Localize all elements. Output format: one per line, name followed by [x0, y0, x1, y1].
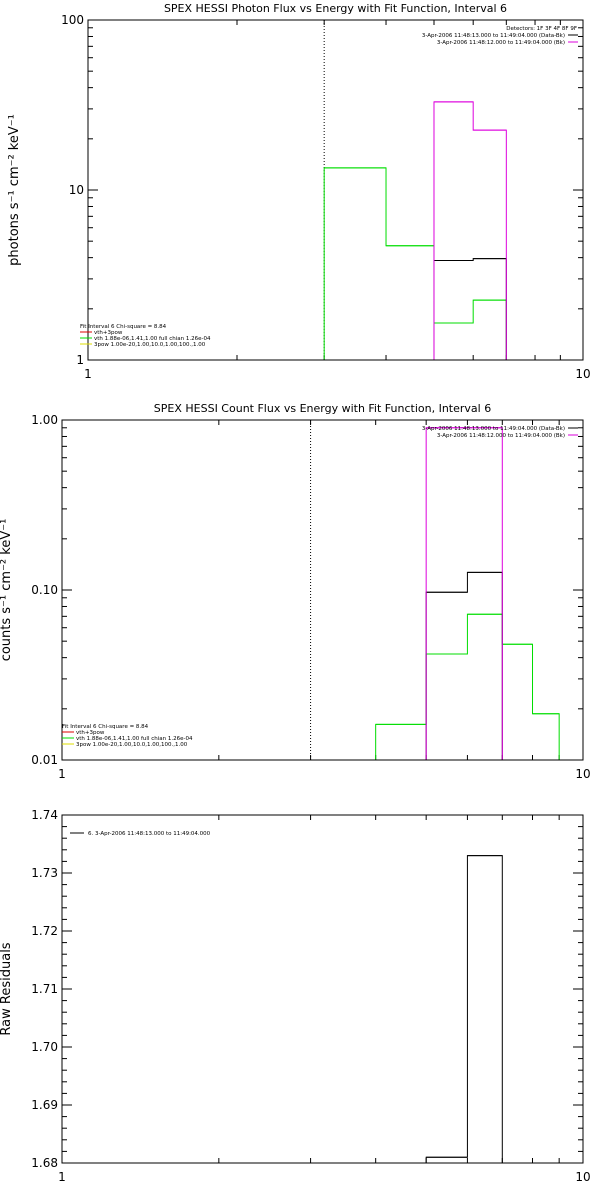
- chart-1-y-tick-label: 100: [61, 13, 84, 27]
- chart-3-legend-entry: 6. 3-Apr-2006 11:48:13.000 to 11:49:04.0…: [88, 831, 211, 837]
- chart-1-title: SPEX HESSI Photon Flux vs Energy with Fi…: [164, 2, 507, 15]
- chart-2-series-3-step: [425, 427, 503, 760]
- chart-1-legend-entry: 3-Apr-2006 11:48:12.000 to 11:49:04.000 …: [437, 40, 565, 46]
- chart-3-series-1-step: [425, 855, 503, 1163]
- chart-2-series-2-step: [425, 571, 503, 760]
- chart-3-y-tick-label: 1.74: [31, 808, 58, 822]
- chart-3-y-tick-label: 1.73: [31, 866, 58, 880]
- chart-2-y-tick-label: 0.01: [31, 753, 58, 767]
- chart-3-ylabel: Raw Residuals: [0, 942, 14, 1035]
- chart-1-series-3-step: [433, 101, 507, 360]
- chart-1-series-1-step: [323, 167, 507, 360]
- chart-2-x-tick-label: 10: [575, 767, 590, 781]
- chart-1-fit-entry: 3pow 1.00e-20,1.00,10.0,1.00,100.,1.00: [94, 342, 206, 348]
- chart-1-frame: [87, 19, 584, 361]
- chart-3-x-tick-label: 1: [58, 1170, 66, 1184]
- chart-2-legend-entry: 3-Apr-2006 11:48:13.000 to 11:49:04.000 …: [422, 426, 565, 432]
- chart-2-frame: [61, 419, 584, 761]
- chart-3-y-tick-label: 1.70: [31, 1040, 58, 1054]
- chart-2-fit-entry: 3pow 1.00e-20,1.00,10.0,1.00,100.,1.00: [76, 742, 188, 748]
- chart-2-fit-entry: vth+3pow: [76, 730, 105, 736]
- chart-1-fit-header: Fit Interval 6 Chi-square = 8.84: [80, 324, 167, 330]
- chart-2-title: SPEX HESSI Count Flux vs Energy with Fit…: [154, 402, 491, 415]
- chart-2-y-tick-label: 0.10: [31, 583, 58, 597]
- chart-3-x-tick-label: 10: [575, 1170, 590, 1184]
- chart-1-y-tick-label: 1: [76, 353, 84, 367]
- chart-2-series-1-step: [375, 613, 560, 760]
- chart-2-fit-entry: vth 1.88e-06,1.41,1.00 full chian 1.26e-…: [76, 736, 193, 742]
- chart-2-fit-header: Fit Interval 6 Chi-square = 8.84: [62, 724, 149, 730]
- chart-3-y-tick-label: 1.69: [31, 1098, 58, 1112]
- chart-2-legend-entry: 3-Apr-2006 11:48:12.000 to 11:49:04.000 …: [437, 433, 565, 439]
- chart-1-ylabel: photons s⁻¹ cm⁻² keV⁻¹: [7, 114, 22, 266]
- chart-2-y-tick-label: 1.00: [31, 413, 58, 427]
- chart-2-ylabel: counts s⁻¹ cm⁻² keV⁻¹: [0, 519, 14, 662]
- chart-3-y-tick-label: 1.71: [31, 982, 58, 996]
- chart-3-y-tick-label: 1.68: [31, 1156, 58, 1170]
- chart-2-x-tick-label: 1: [58, 767, 66, 781]
- chart-1-y-tick-label: 10: [69, 183, 84, 197]
- chart-1-fit-entry: vth 1.88e-06,1.41,1.00 full chian 1.26e-…: [94, 336, 211, 342]
- chart-3-y-tick-label: 1.72: [31, 924, 58, 938]
- chart-1-series-2-step: [433, 258, 507, 360]
- chart-1-legend-entry: 3-Apr-2006 11:48:13.000 to 11:49:04.000 …: [422, 33, 565, 39]
- chart-1-x-tick-label: 1: [84, 367, 92, 381]
- chart-1-x-tick-label: 10: [575, 367, 590, 381]
- chart-1-legend-header: Detectors: 1F 3F 4F 8F 9F: [506, 26, 577, 32]
- chart-1-fit-entry: vth+3pow: [94, 330, 123, 336]
- chart-3-frame: [61, 814, 584, 1164]
